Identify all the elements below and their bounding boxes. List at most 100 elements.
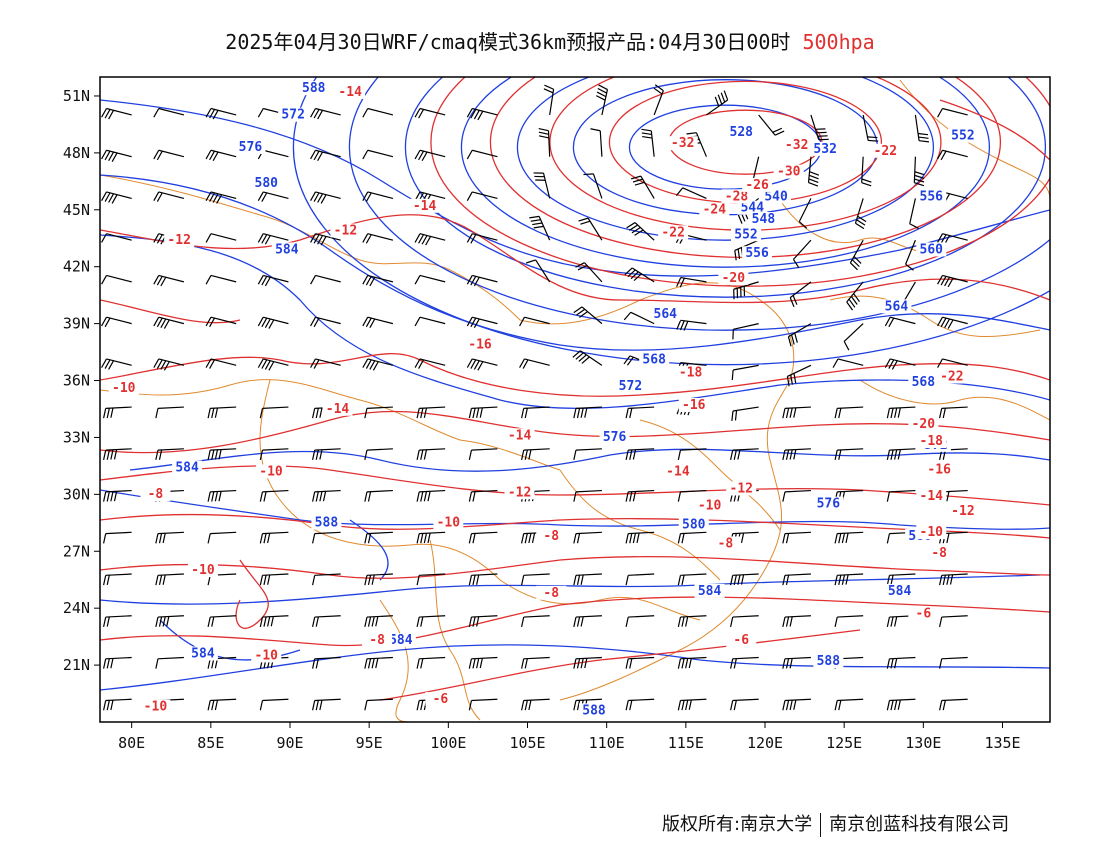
wind-barb [843,323,864,351]
temperature-contour-label: -12 [951,504,974,519]
contour-label-bg [781,138,812,153]
height-contour-label: 564 [885,299,909,314]
contour-label-bg [187,646,218,661]
wind-barb [362,358,394,371]
map-plot-area: 5885725765805845285325405445485525565525… [100,77,1050,722]
wind-barb [519,358,550,369]
wind-barb [937,149,968,161]
wind-barb [257,358,289,371]
temperature-contour [100,353,1050,397]
wind-barb [468,656,498,669]
contour-label-bg [667,136,698,151]
wind-barb [362,149,394,160]
temperature-contour-label: -14 [920,489,944,504]
lon-tick-label: 105E [509,734,545,752]
contour-label-bg [409,198,440,213]
temperature-contours [100,77,1050,701]
wind-barb [782,698,811,711]
wind-barb [905,239,916,271]
contour-label-bg [916,525,947,540]
lat-tick-label: 30N [63,485,90,503]
wind-barb [414,316,446,327]
temperature-contour-label: -10 [255,648,279,663]
wind-barb [101,149,132,162]
wind-barb [782,531,811,544]
temperature-contour-label: -12 [508,485,531,500]
wind-barb [677,531,707,544]
contour-label-bg [813,496,844,511]
contour-label-bg [813,654,844,669]
height-contour-label: 584 [191,647,215,662]
wind-barb [886,448,916,461]
country-boundaries [100,79,1050,722]
wind-barb [854,198,867,230]
wind-barb [886,489,916,502]
wind-barb [466,107,498,121]
contour-label-bg [710,536,741,551]
wind-barb [623,311,655,325]
contour-label-bg [916,189,947,204]
wind-barb [625,489,655,502]
contour-label-bg [721,189,752,204]
temperature-contour-label: -16 [682,398,706,413]
temperature-contour-label: -14 [666,464,690,479]
wind-barb [257,316,289,329]
lat-tick-label: 24N [63,599,90,617]
height-contour-label: 568 [642,352,666,367]
wind-barb [257,233,289,245]
temperature-contour [379,629,861,701]
wind-barb [259,489,289,502]
wind-barb [364,656,393,669]
wind-barb [101,358,132,370]
height-contour [100,644,1050,691]
height-contour-label: 556 [745,246,769,261]
wind-barb [937,107,968,118]
contour-label-bg [726,481,757,496]
height-contour-label: 564 [654,307,678,322]
contour-label-bg [947,504,978,519]
wind-barb [758,114,785,136]
temperature-contour-label: -8 [369,633,385,648]
wind-barb [205,149,237,162]
contour-label-bg [251,648,282,663]
wind-barb [207,406,237,419]
contour-label-bg [694,583,725,598]
copyright-text: 版权所有:南京大学 [662,814,813,835]
lon-tick-label: 110E [589,734,625,752]
lon-tick-label: 135E [984,734,1020,752]
wind-barb [625,573,655,586]
wind-barb [257,274,289,287]
contour-label-bg [172,460,203,475]
contour-label-bg [908,606,939,621]
contour-label-bg [726,633,757,648]
wind-barb [153,149,185,161]
contour-label-bg [504,428,535,443]
wind-barb [834,406,864,419]
height-contour-label: 560 [920,242,944,257]
contour-label-bg [675,365,706,380]
lon-tick-label: 130E [905,734,941,752]
wind-barb [362,316,394,328]
height-contour-label: 548 [752,212,776,227]
wind-barb [937,274,968,288]
wind-barb [538,127,551,157]
wind-barb [207,489,237,502]
wind-barb [103,448,132,461]
wind-barb [362,191,394,202]
temperature-contour-label: -8 [718,536,734,551]
wind-barb [312,615,341,627]
wind-barb [468,573,498,586]
height-contour-label: 572 [281,108,304,123]
wind-barb [631,175,655,199]
height-contour-label: 576 [603,430,627,445]
map-frame [99,76,1051,723]
contour-label-bg [924,545,955,560]
height-contour [516,77,935,241]
contour-label-bg [330,223,361,238]
height-contour-label: 588 [302,81,326,96]
temperature-contour-label: -30 [777,165,801,180]
wind-barb [310,274,341,285]
longitude-axis: 80E 85E 90E 95E 100E 105E 110E 115E 120E 125E 130E… [118,722,1021,752]
height-contour [100,174,1050,351]
wind-barb [414,358,446,369]
